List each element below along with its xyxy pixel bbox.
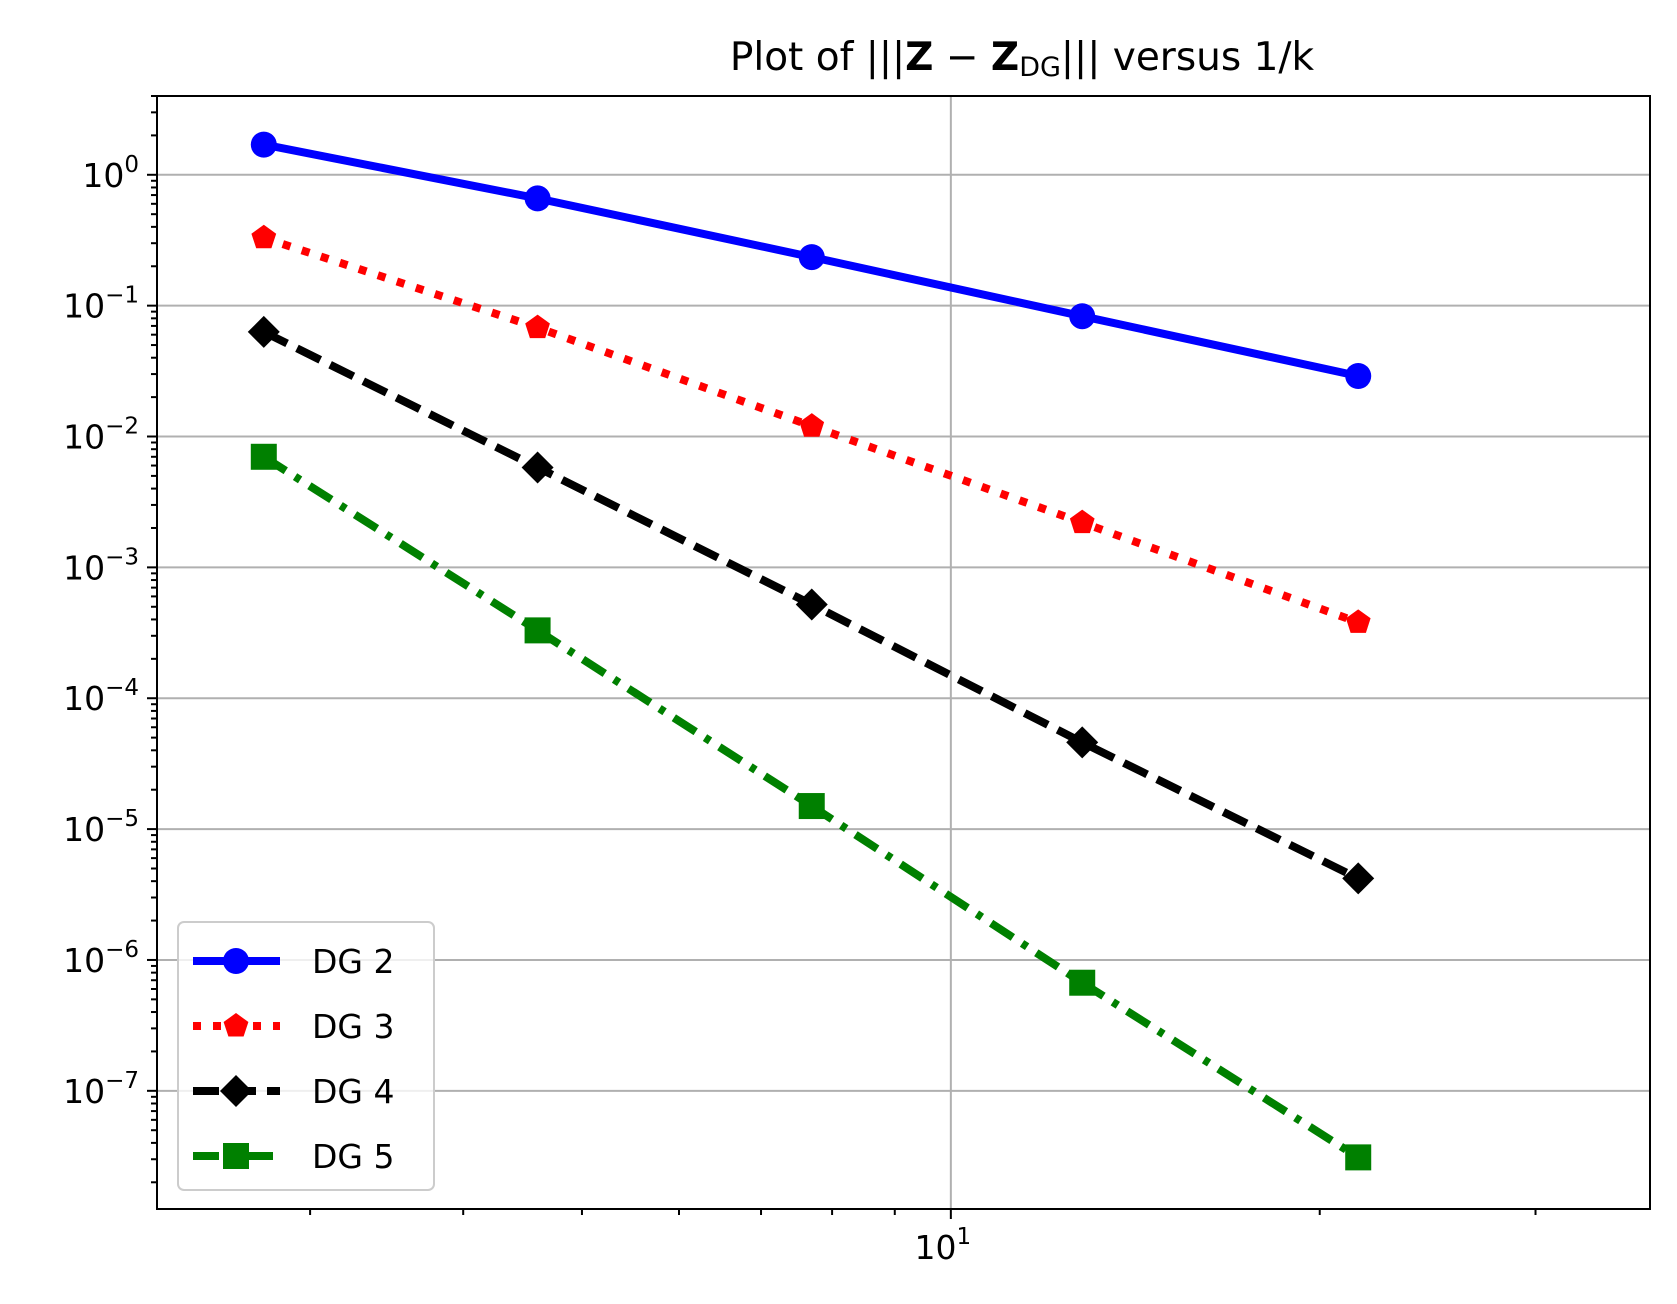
data-point [1069,509,1095,534]
data-point [1345,609,1371,633]
legend-marker [223,1143,249,1169]
data-point [1345,1144,1372,1171]
legend-label: DG 5 [312,1137,394,1176]
data-point [795,588,828,621]
legend-marker [223,948,249,974]
data-point [799,413,825,437]
legend: DG 2 DG 3 DG 4 DG 5 [177,921,435,1191]
y-tick-label: 100 [82,152,139,195]
data-point [525,314,550,339]
series-dg-4 [247,315,1375,895]
data-point [524,185,551,212]
x-tick-label: 101 [915,1224,972,1267]
data-point [1342,862,1375,895]
data-point [247,315,280,348]
series-line [262,233,1360,627]
series-dg-2 [250,131,1372,390]
axes-frame [156,95,1651,1210]
data-point [1345,363,1372,390]
legend-marker [220,1075,252,1107]
series-dg-5 [250,443,1372,1171]
data-point [250,443,277,470]
data-point [1066,726,1099,759]
y-tick-label: 10−3 [63,544,139,587]
legend-box [177,921,435,1191]
data-point [524,617,551,644]
chart-title: Plot of |||Z − ZDG||| versus 1/k [730,35,1315,83]
y-tick-label: 10−7 [63,1068,139,1111]
y-tick-label: 10−1 [63,283,139,326]
series-dg-3 [251,224,1371,633]
data-point [798,244,825,271]
data-point [521,451,554,484]
data-point [251,224,277,249]
plot-area [247,131,1375,1171]
y-tick-label: 10−6 [63,937,139,980]
data-point [1069,303,1096,330]
data-point [798,793,825,820]
legend-label: DG 4 [312,1072,394,1111]
y-tick-label: 10−2 [63,414,139,457]
legend-label: DG 3 [312,1007,394,1046]
legend-marker [223,1013,249,1037]
data-point [250,131,277,158]
axis-ticks: 100 10−1 10−2 10−3 10−4 10−5 10−6 10−7 101 [63,95,1537,1267]
y-tick-label: 10−4 [63,675,139,718]
legend-label: DG 2 [312,942,394,981]
y-tick-label: 10−5 [63,806,139,849]
data-point [1069,969,1096,996]
